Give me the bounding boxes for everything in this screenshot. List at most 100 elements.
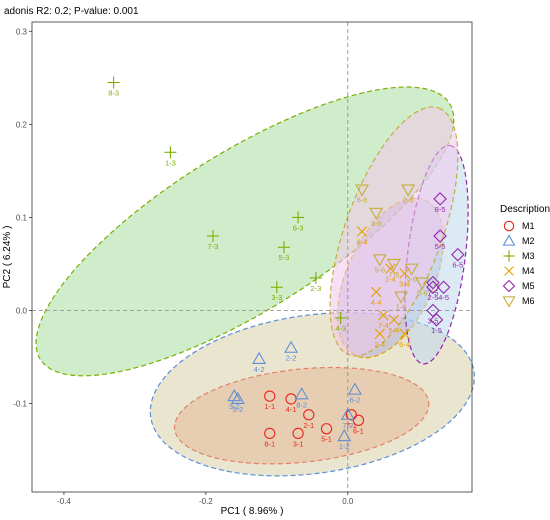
series-m4: 1-4 2-4 3-4 4-4 5-4 6-4 7-4 8-4: [356, 226, 410, 349]
data-points: 1-1 4-1 2-1 3-1 5-1 6-17-1 8-1 1-2 2-2 3-2 4-2 5-2 6…: [107, 76, 465, 451]
point-7-1: [345, 409, 358, 421]
point-5-5: [433, 229, 447, 243]
legend-label: M5: [522, 281, 535, 291]
point-label-8-5: 8-5: [435, 205, 446, 214]
legend-label: M6: [522, 296, 535, 306]
point-7-3: [206, 230, 219, 243]
point-2-1: [303, 409, 315, 421]
point-label-4-6: 4-6: [406, 275, 417, 284]
point-label-5-6: 5-6: [374, 265, 385, 274]
x-axis-title: PC1 ( 8.96% ): [221, 506, 284, 517]
point-4-6: [404, 263, 419, 276]
point-label-8-1: 8-1: [264, 439, 275, 448]
point-8-6: [415, 277, 430, 290]
point-1-6: [394, 291, 408, 304]
y-axis: -0.1 0.0 0.1 0.2 0.3: [13, 27, 32, 409]
point-label-4-2: 4-2: [254, 365, 265, 374]
point-label-6-3: 6-3: [293, 223, 304, 232]
point-label-4-4: 4-4: [371, 298, 382, 307]
point-label-1-2: 1-2: [339, 442, 350, 451]
point-label-7-3: 7-3: [208, 242, 219, 251]
point-3-2: [227, 389, 242, 402]
x-axis: -0.4 -0.2 0.0: [57, 492, 354, 506]
point-4-2: [252, 351, 267, 364]
legend-key-m5: [502, 279, 516, 293]
legend-label: M4: [522, 266, 535, 276]
point-3-6: [369, 207, 384, 220]
point-label-6-1: 6-1: [353, 426, 364, 435]
legend-key-m2: [502, 234, 516, 246]
point-label-3-6: 3-6: [371, 219, 382, 228]
point-label-3-1: 3-1: [293, 439, 304, 448]
point-label-6-4: 6-4: [399, 340, 410, 349]
point-label-6-5: 6-5: [452, 261, 463, 270]
point-label-5-4: 5-4: [389, 326, 400, 335]
legend-label: M1: [522, 221, 535, 231]
point-label-7-6: 7-6: [389, 270, 400, 279]
series-m2: 1-2 2-2 3-2 4-2 5-2 6-2 7-2 8-2: [227, 340, 362, 451]
point-7-5: [426, 275, 440, 290]
series-m3: 1-3 2-3 3-3 4-3 5-3 6-3 7-3 8-3: [107, 76, 347, 333]
point-5-6: [372, 254, 387, 267]
point-label-8-6: 8-6: [417, 289, 428, 298]
legend-item-m3: M3: [503, 250, 535, 262]
point-3-3: [270, 281, 283, 294]
legend: Description M1 M2 M3 M4 M5 M6: [500, 204, 550, 308]
point-5-2: [230, 391, 245, 404]
point-label-1-5: 1-5: [431, 326, 442, 335]
y-tick-label: 0.2: [16, 120, 28, 129]
point-3-1: [292, 427, 304, 440]
point-label-5-2: 5-2: [232, 405, 243, 414]
x-tick-label: 0.0: [342, 497, 354, 506]
point-label-3-2: 3-2: [229, 402, 240, 411]
x-tick-label: -0.4: [57, 497, 71, 506]
series-m5: 1-5 2-5 3-5 4-5 5-5 6-5 7-5 8-5: [426, 192, 465, 335]
point-label-1-1: 1-1: [264, 402, 275, 411]
legend-label: M3: [522, 251, 535, 261]
point-label-4-3: 4-3: [335, 324, 346, 333]
point-5-3: [277, 241, 290, 254]
point-4-4: [371, 286, 382, 298]
point-2-6: [401, 184, 416, 197]
point-label-5-3: 5-3: [279, 253, 290, 262]
point-1-4: [385, 263, 396, 274]
point-label-3-3: 3-3: [271, 293, 282, 302]
ellipse-m2: [149, 312, 475, 477]
point-label-1-6: 1-6: [396, 303, 407, 312]
ellipse-m6: [329, 106, 459, 357]
y-tick-label: 0.0: [16, 307, 28, 316]
point-8-4: [356, 226, 368, 237]
series-m1: 1-1 4-1 2-1 3-1 5-1 6-17-1 8-1: [264, 390, 365, 448]
point-label-7-4: 7-4: [378, 321, 389, 330]
legend-item-m4: M4: [504, 266, 535, 276]
legend-item-m2: M2: [502, 234, 535, 246]
point-4-3: [334, 311, 347, 324]
point-1-3: [164, 146, 177, 159]
point-5-4: [388, 314, 400, 326]
point-4-5: [436, 280, 451, 295]
point-6-3: [292, 211, 305, 224]
point-1-5: [429, 313, 444, 327]
legend-title: Description: [500, 204, 550, 215]
y-tick-label: 0.3: [16, 27, 28, 36]
legend-item-m5: M5: [502, 279, 535, 293]
legend-item-m1: M1: [503, 220, 535, 232]
point-7-2: [340, 407, 355, 420]
point-8-2: [294, 387, 309, 400]
point-label-1-3: 1-3: [165, 158, 176, 167]
point-label-6-6: 6-6: [357, 196, 368, 205]
series-m6: 1-6 2-6 3-6 4-6 5-6 6-6 7-6 8-6: [355, 184, 430, 312]
point-5-1: [320, 423, 333, 435]
point-6-6: [355, 184, 369, 197]
y-tick-label: 0.1: [16, 213, 28, 222]
legend-key-m1: [503, 220, 515, 232]
point-label-3-4: 3-4: [399, 279, 410, 288]
point-6-5: [451, 247, 465, 262]
point-label-2-2: 2-2: [286, 354, 297, 363]
x-tick-label: -0.2: [199, 497, 213, 506]
point-1-1: [264, 390, 276, 402]
point-label-6-2: 6-2: [349, 396, 360, 405]
point-8-3: [107, 76, 120, 89]
point-label-2-4: 2-4: [374, 340, 385, 349]
legend-item-m6: M6: [502, 296, 535, 308]
